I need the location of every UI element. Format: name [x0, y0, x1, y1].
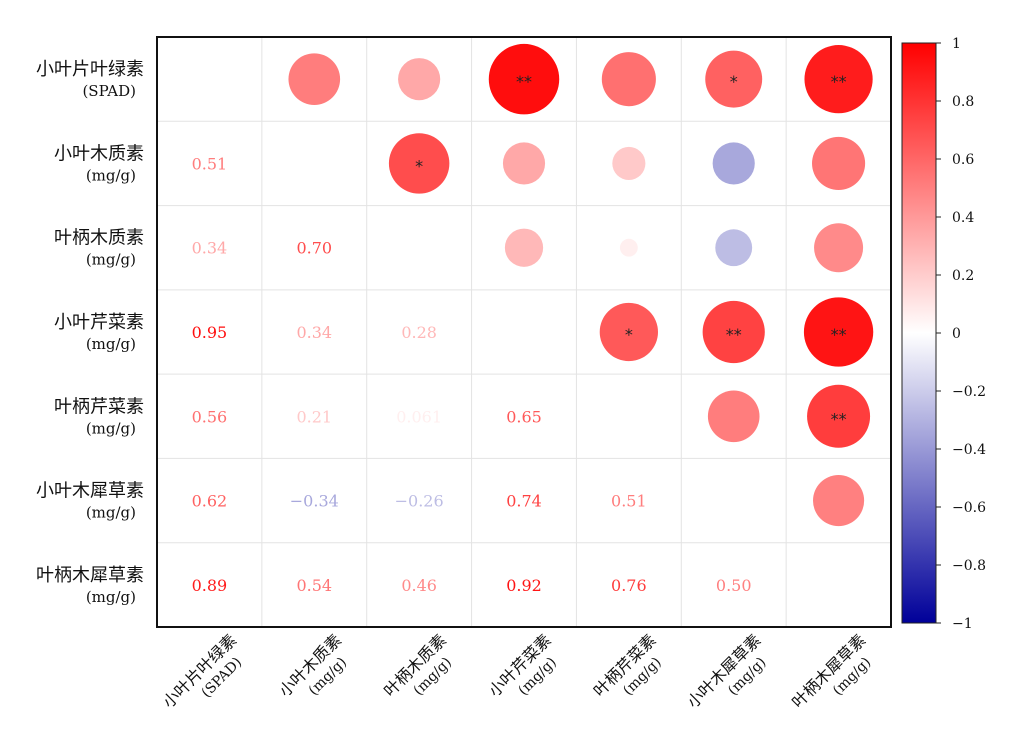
column-label-group: 小叶片叶绿素(SPAD) — [159, 630, 245, 711]
correlation-value-r6-c3: 0.92 — [506, 576, 542, 595]
row-label-unit: (mg/g) — [86, 335, 136, 353]
correlation-value-r1-c0: 0.51 — [192, 154, 228, 173]
correlation-circle-r3-c5 — [702, 300, 765, 364]
colorbar-tick-label: −0.2 — [952, 384, 986, 400]
correlation-value-r6-c5: 0.50 — [716, 576, 752, 595]
correlation-value-r2-c1: 0.70 — [296, 239, 332, 258]
correlation-circle-r1-c5 — [712, 142, 755, 185]
colorbar-tick-label: 0.2 — [952, 268, 974, 284]
significance-label: * — [625, 325, 633, 344]
significance-label: ** — [831, 409, 847, 428]
correlation-circle-r3-c6 — [803, 297, 874, 367]
significance-label: ** — [831, 72, 847, 91]
correlation-circle-r0-c1 — [288, 53, 341, 105]
significance-label: ** — [831, 325, 847, 344]
correlation-value-r3-c0: 0.95 — [192, 323, 228, 342]
colorbar-tick-label: 0.8 — [952, 94, 974, 110]
grid-lines — [157, 37, 891, 627]
correlation-circle-r2-c6 — [814, 223, 864, 273]
correlation-value-r6-c2: 0.46 — [401, 576, 437, 595]
colorbar-tick-label: −1 — [952, 616, 973, 632]
correlation-circle-r0-c4 — [601, 52, 656, 107]
correlation-circle-r2-c5 — [715, 229, 753, 267]
correlation-circle-r0-c3 — [488, 43, 560, 115]
correlation-value-r4-c1: 0.21 — [296, 407, 332, 426]
colorbar-tick-label: −0.6 — [952, 500, 986, 516]
colorbar-tick-label: 0.4 — [952, 210, 974, 226]
correlation-value-r3-c2: 0.28 — [401, 323, 437, 342]
row-label: 小叶芹菜素 — [54, 312, 144, 333]
correlation-value-r3-c1: 0.34 — [296, 323, 332, 342]
row-label-unit: (mg/g) — [86, 588, 136, 606]
correlation-value-r5-c1: −0.34 — [290, 492, 339, 511]
correlation-value-r5-c3: 0.74 — [506, 492, 542, 511]
column-label-group: 小叶木犀草素(mg/g) — [683, 630, 769, 711]
significance-label: * — [415, 156, 423, 175]
row-label: 小叶片叶绿素 — [36, 59, 144, 80]
column-label-group: 小叶芹菜素(mg/g) — [485, 630, 560, 700]
row-label-unit: (mg/g) — [86, 251, 136, 269]
colorbar-gradient — [901, 42, 937, 624]
column-label-group: 叶柄木犀草素(mg/g) — [788, 630, 874, 711]
colorbar-tick-label: 0.6 — [952, 152, 974, 168]
correlation-circle-r1-c6 — [812, 136, 866, 190]
correlation-value-r6-c4: 0.76 — [611, 576, 647, 595]
column-label-group: 小叶木质素(mg/g) — [275, 630, 350, 700]
row-label-unit: (SPAD) — [82, 82, 136, 100]
correlation-value-r4-c0: 0.56 — [192, 407, 228, 426]
colorbar: 1 0.8 0.6 0.4 0.2 0 −0.2 −0.4 −0.6 −0.8 −1 — [901, 36, 986, 632]
correlation-circle-r2-c4 — [619, 238, 638, 257]
colorbar-tick-label: −0.4 — [952, 442, 986, 458]
correlation-value-r6-c1: 0.54 — [296, 576, 332, 595]
correlation-circle-r1-c3 — [502, 142, 546, 185]
correlation-circle-r2-c3 — [504, 228, 544, 267]
colorbar-tick-label: −0.8 — [952, 558, 986, 574]
row-labels: 小叶片叶绿素 (SPAD) 小叶木质素 (mg/g) 叶柄木质素 (mg/g) 小叶芹菜素 (… — [36, 59, 144, 606]
correlation-value-r5-c0: 0.62 — [192, 492, 228, 511]
row-label: 叶柄木质素 — [54, 228, 144, 249]
chart-marks: ** * **** ** ****0.510.34 0.700.95 0.34 0.280.5… — [192, 43, 874, 595]
correlation-circle-r1-c2 — [388, 133, 450, 194]
row-label: 叶柄芹菜素 — [54, 396, 144, 417]
row-label: 叶柄木犀草素 — [36, 565, 144, 586]
correlation-circle-r5-c6 — [813, 475, 865, 527]
correlation-value-r5-c2: −0.26 — [395, 492, 444, 511]
correlation-value-r4-c3: 0.65 — [506, 407, 542, 426]
correlation-circle-r4-c6 — [807, 384, 871, 448]
plot-frame — [156, 36, 892, 628]
correlation-value-r5-c4: 0.51 — [611, 492, 647, 511]
row-label-unit: (mg/g) — [86, 419, 136, 437]
row-label: 小叶木犀草素 — [36, 481, 144, 502]
significance-label: ** — [726, 325, 742, 344]
correlation-value-r2-c0: 0.34 — [192, 239, 228, 258]
correlation-circle-r0-c6 — [804, 45, 873, 114]
correlation-value-r6-c0: 0.89 — [192, 576, 228, 595]
row-label: 小叶木质素 — [54, 143, 144, 164]
correlation-value-r4-c2: 0.061 — [396, 407, 442, 426]
correlation-circle-r0-c5 — [705, 50, 763, 108]
significance-label: * — [730, 72, 738, 91]
correlation-circle-r4-c5 — [707, 390, 760, 443]
row-label-unit: (mg/g) — [86, 166, 136, 184]
correlation-circle-r3-c4 — [599, 302, 658, 362]
correlation-circle-r1-c4 — [612, 146, 646, 180]
row-label-unit: (mg/g) — [86, 504, 136, 522]
column-labels: 小叶片叶绿素(SPAD) 小叶木质素(mg/g) 叶柄木质素(mg/g) 小叶芹菜素(… — [159, 630, 874, 711]
column-label-group: 叶柄木质素(mg/g) — [380, 630, 455, 700]
colorbar-tick-label: 0 — [952, 326, 961, 342]
correlation-circle-r0-c2 — [398, 58, 441, 101]
colorbar-tick-label: 1 — [952, 36, 961, 52]
significance-label: ** — [516, 72, 532, 91]
column-label-group: 叶柄芹菜素(mg/g) — [590, 630, 665, 700]
